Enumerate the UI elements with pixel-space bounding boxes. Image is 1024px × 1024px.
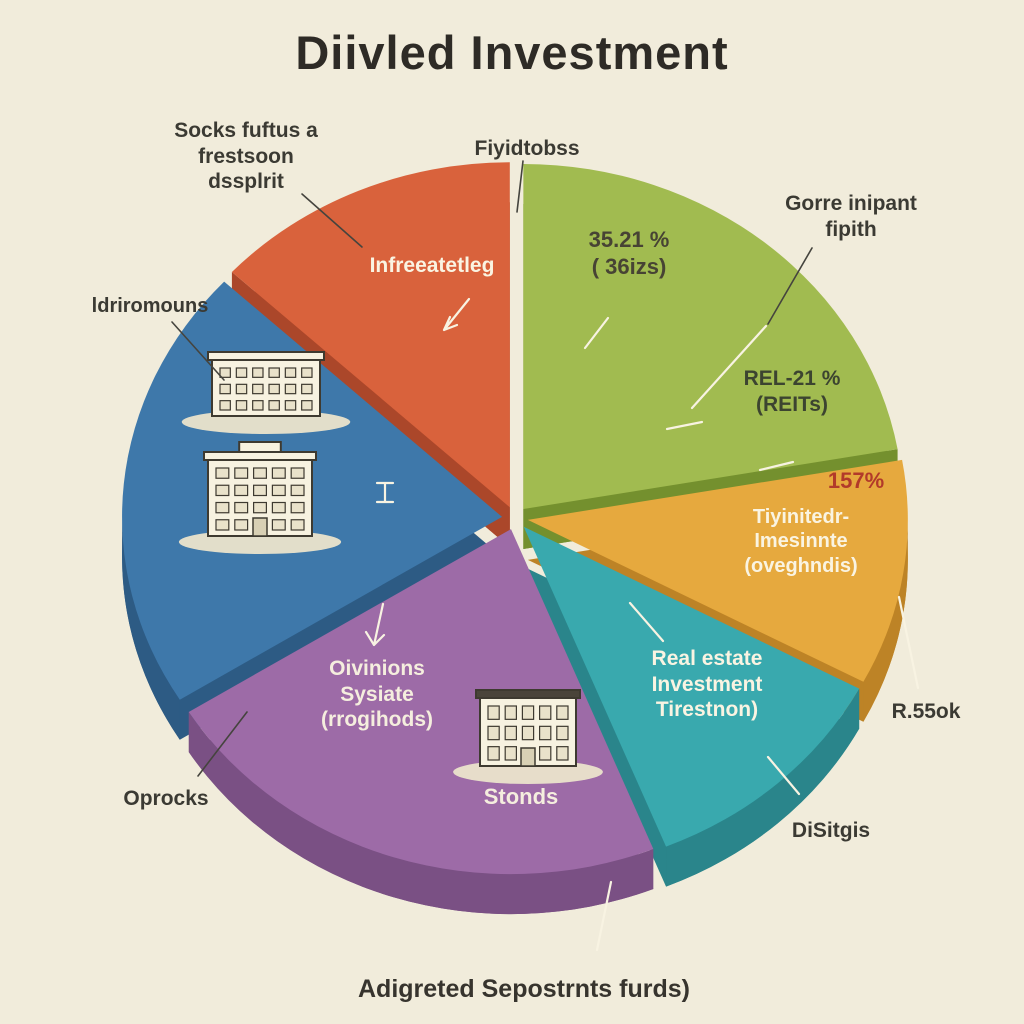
label-bottom-right: DiSitgis bbox=[791, 819, 871, 842]
leader-lines bbox=[171, 160, 920, 952]
slice-label-green-percent: 35.21 % ( 36izs) bbox=[588, 227, 670, 279]
chart-title: Diivled Investment bbox=[295, 26, 729, 79]
slice-label-yellow-percent: 157% bbox=[827, 468, 885, 493]
building-illustration bbox=[453, 689, 603, 784]
leader-line bbox=[301, 193, 363, 248]
i-beam-tick-icon bbox=[375, 481, 395, 504]
label-top-right: Gorre inipant fipith bbox=[785, 192, 917, 241]
slice-label-purple: Oivinions Sysiate (rrogihods) bbox=[321, 657, 433, 732]
pie-slice-orange-infrastructure bbox=[231, 162, 510, 508]
leader-line bbox=[758, 460, 795, 472]
leader-line bbox=[766, 755, 801, 796]
pie-slice-wall-teal-real-estate bbox=[666, 688, 860, 887]
leader-line bbox=[690, 324, 768, 410]
label-top-left: Socks fuftus a frestsoon dssplrit bbox=[174, 119, 318, 194]
leader-line bbox=[897, 595, 920, 690]
pie-slice-wall-purple-stocks bbox=[188, 711, 654, 915]
pie-slice-wall-blue-bonds bbox=[122, 516, 180, 740]
label-bottom-left: Oprocks bbox=[123, 787, 209, 810]
leader-line bbox=[628, 601, 665, 643]
label-right: R.55ok bbox=[891, 700, 961, 723]
pie-slice-yellow-dividends bbox=[527, 459, 908, 682]
slice-label-purple-stonds: Stonds bbox=[483, 784, 559, 809]
leader-line bbox=[516, 160, 524, 213]
leader-line bbox=[197, 711, 248, 777]
pie-slice-purple-stocks bbox=[188, 529, 654, 875]
leader-line bbox=[665, 420, 704, 431]
arrow-down-left-icon bbox=[442, 297, 471, 332]
slice-label-teal: Real estate Investment Tirestnon) bbox=[651, 647, 763, 722]
label-footer: Adigreted Sepostrnts furds) bbox=[358, 975, 690, 1003]
building-illustration bbox=[181, 351, 351, 434]
building-illustration bbox=[178, 441, 342, 554]
slice-label-green-reits: REL-21 % (REITs) bbox=[743, 367, 841, 416]
leader-line bbox=[595, 880, 613, 952]
arrow-down-icon bbox=[364, 602, 386, 647]
pie-slice-green-reits bbox=[523, 164, 898, 510]
leader-line bbox=[583, 316, 610, 350]
leader-line bbox=[767, 247, 813, 325]
slice-label-orange: Infreeatetleg bbox=[369, 254, 495, 277]
label-left: ldriromouns bbox=[91, 295, 209, 317]
pie-slice-wall-yellow-dividends bbox=[863, 519, 908, 722]
label-top-center: Fiyidtobss bbox=[474, 137, 580, 160]
building-illustrations bbox=[178, 351, 603, 784]
leader-line bbox=[171, 321, 225, 381]
slice-label-yellow: Tiyinitedr- Imesinnte (oveghndis) bbox=[744, 506, 858, 577]
